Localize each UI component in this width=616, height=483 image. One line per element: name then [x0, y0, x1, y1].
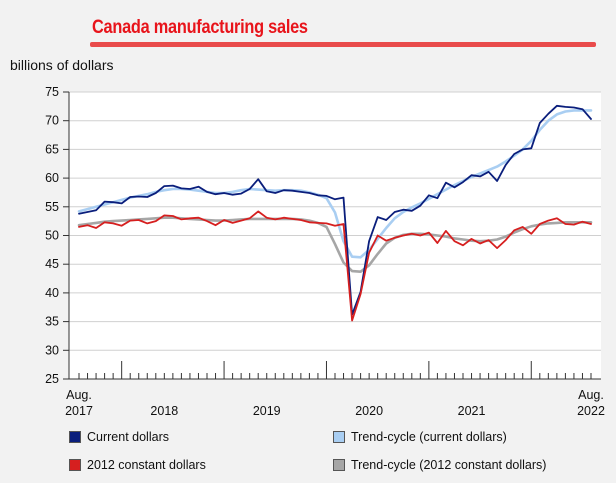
- y-tick-label: 70: [45, 114, 59, 128]
- legend-label-trend-current: Trend-cycle (current dollars): [351, 430, 507, 444]
- chart-title: Canada manufacturing sales: [92, 17, 308, 38]
- legend-label-current: Current dollars: [87, 430, 169, 444]
- y-tick-label: 35: [45, 315, 59, 329]
- y-tick-label: 75: [45, 85, 59, 99]
- title-underline: [90, 42, 596, 47]
- series-line-trend-cycle-current-dollars-: [77, 109, 593, 259]
- y-tick-label: 65: [45, 142, 59, 156]
- x-tick-label: Aug. 2022: [577, 388, 605, 418]
- x-tick-label: Aug. 2017: [65, 388, 93, 418]
- legend-swatch-trend-constant: [333, 459, 345, 471]
- y-tick-label: 60: [45, 171, 59, 185]
- series-line-current-dollars: [78, 104, 592, 316]
- legend-swatch-current: [69, 431, 81, 443]
- x-tick-label: 2018: [150, 404, 178, 418]
- y-tick-label: 25: [45, 372, 59, 386]
- y-tick-label: 30: [45, 343, 59, 357]
- series-line-2012-constant-dollars: [78, 210, 592, 322]
- legend-label-constant: 2012 constant dollars: [87, 458, 206, 472]
- y-tick-label: 45: [45, 257, 59, 271]
- legend-swatch-constant: [69, 459, 81, 471]
- legend-item-trend-current: Trend-cycle (current dollars): [333, 430, 507, 444]
- y-tick-label: 55: [45, 200, 59, 214]
- x-tick-label: 2021: [458, 404, 486, 418]
- x-tick-label: 2020: [355, 404, 383, 418]
- legend-swatch-trend-current: [333, 431, 345, 443]
- series-line-trend-cycle-2012-constant-dollars-: [77, 216, 593, 274]
- legend-label-trend-constant: Trend-cycle (2012 constant dollars): [351, 458, 547, 472]
- y-tick-label: 40: [45, 286, 59, 300]
- legend-item-constant: 2012 constant dollars: [69, 458, 206, 472]
- legend-item-current: Current dollars: [69, 430, 169, 444]
- legend-item-trend-constant: Trend-cycle (2012 constant dollars): [333, 458, 546, 472]
- y-tick-label: 50: [45, 229, 59, 243]
- y-axis-unit-label: billions of dollars: [10, 57, 114, 73]
- x-tick-label: 2019: [253, 404, 281, 418]
